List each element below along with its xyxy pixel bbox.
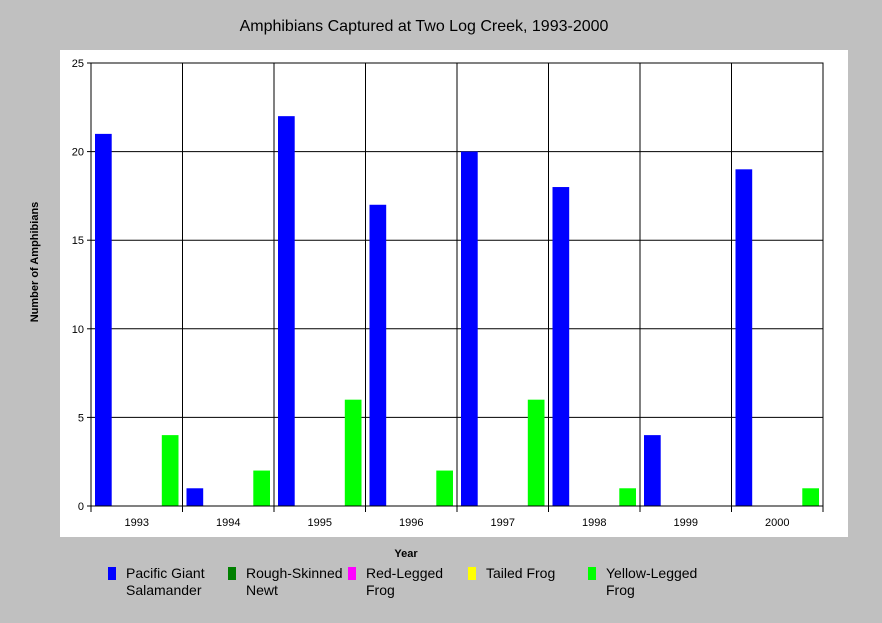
x-tick-label: 1995: [308, 517, 332, 529]
legend-label: Tailed Frog: [486, 565, 556, 581]
legend-swatch: [348, 567, 356, 580]
x-tick-label: 1993: [125, 517, 149, 529]
y-tick-label: 5: [78, 412, 84, 424]
x-tick-label: 1998: [582, 517, 606, 529]
legend-swatch: [228, 567, 236, 580]
y-tick-label: 20: [72, 147, 84, 159]
x-tick-label: 1999: [674, 517, 698, 529]
x-tick-label: 1996: [399, 517, 423, 529]
bar: [802, 488, 819, 506]
legend-swatch: [468, 567, 476, 580]
bar: [644, 435, 661, 506]
bar: [253, 470, 270, 506]
legend-swatch: [108, 567, 116, 580]
bar: [619, 488, 636, 506]
bar: [527, 399, 545, 506]
y-tick-label: 10: [72, 324, 84, 336]
bar: [369, 204, 387, 506]
legend-item: Yellow-Legged Frog: [588, 565, 708, 606]
x-axis-label: Year: [394, 548, 418, 560]
legend-label: Yellow-Legged Frog: [606, 565, 698, 598]
bar-chart: 0 5 10 15 20 25 1993 1994 1995 1996 1997 1998 1999 20…: [72, 58, 824, 529]
legend-item: Rough-Skinned Newt: [228, 565, 348, 606]
plot-panel: 0 5 10 15 20 25 1993 1994 1995 1996 1997 1998 1999 20…: [60, 50, 848, 537]
y-tick-label: 25: [72, 58, 84, 70]
legend-label: Rough-Skinned Newt: [246, 565, 343, 598]
legend-label: Pacific Giant Salamander: [126, 565, 205, 598]
y-axis-label: Number of Amphibians: [29, 201, 41, 323]
x-tick-label: 1997: [491, 517, 515, 529]
bar: [186, 488, 204, 506]
x-tick-label: 2000: [765, 517, 789, 529]
legend-item: Tailed Frog: [468, 565, 588, 606]
legend: Pacific Giant Salamander Rough-Skinned Ne…: [108, 565, 828, 606]
plot-frame: [90, 62, 824, 507]
legend-item: Pacific Giant Salamander: [108, 565, 228, 606]
legend-swatch: [588, 567, 596, 580]
bar: [344, 399, 362, 506]
x-tick-label: 1994: [216, 517, 240, 529]
bar: [161, 435, 179, 506]
y-tick-label: 0: [78, 501, 84, 513]
bar: [552, 187, 570, 507]
chart-title: Amphibians Captured at Two Log Creek, 19…: [239, 18, 609, 35]
bar: [95, 133, 112, 506]
bar: [278, 116, 295, 506]
bar: [461, 151, 478, 506]
legend-label: Red-Legged Frog: [366, 565, 444, 598]
bar: [735, 169, 753, 506]
bar: [436, 470, 453, 506]
y-tick-label: 15: [72, 235, 84, 247]
legend-item: Red-Legged Frog: [348, 565, 468, 606]
